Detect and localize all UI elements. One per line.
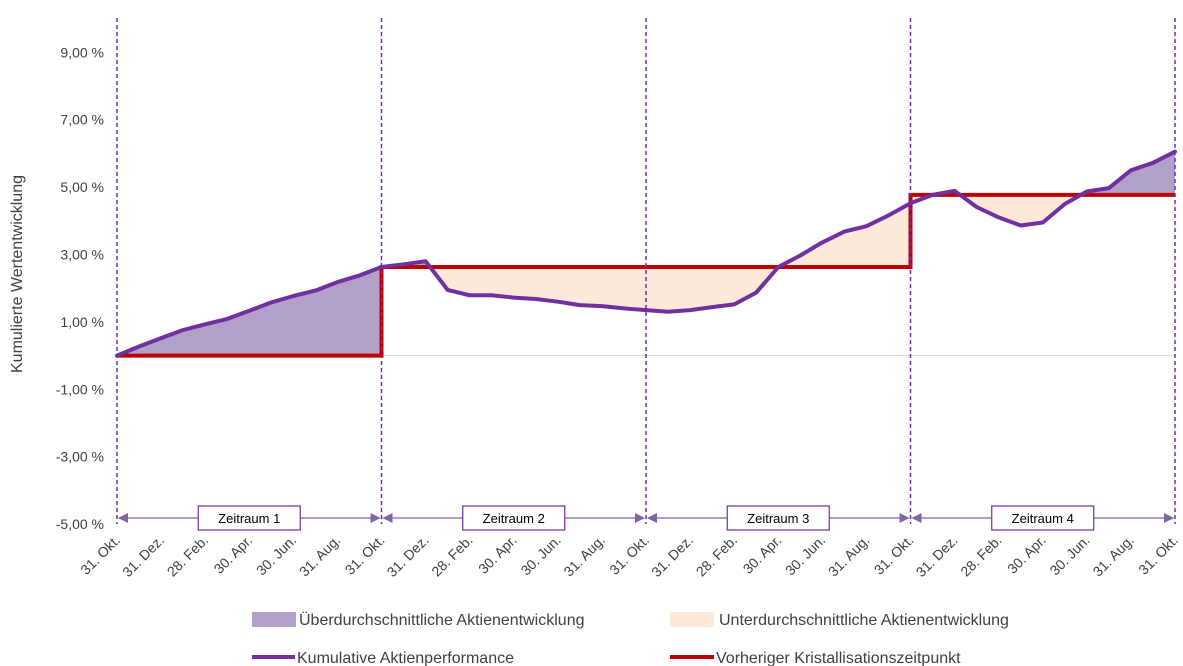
below-average-area [646, 203, 911, 312]
x-tick-label: 28. Feb. [693, 532, 741, 580]
x-tick-label: 31. Aug. [1089, 532, 1137, 580]
legend-swatch-above-average [252, 612, 296, 627]
y-axis-title: Kumulierte Wertentwicklung [9, 175, 26, 373]
x-tick-label: 30. Apr. [1004, 532, 1049, 577]
period-arrowhead-right [370, 513, 381, 523]
y-tick-label: 7,00 % [60, 112, 104, 128]
y-tick-label: 9,00 % [60, 44, 104, 60]
legend-swatch-below-average [670, 612, 714, 627]
below-average-area [430, 267, 646, 311]
x-tick-label: 28. Feb. [164, 532, 212, 580]
period-label-box [462, 505, 566, 531]
x-tick-label: 31. Dez. [913, 532, 961, 580]
tick-layer: -5,00 % -3,00 % -1,00 % 1,00 % 3,00 % 5,00 % 7… [56, 44, 1181, 580]
period-arrowhead-left [118, 513, 128, 523]
x-tick-label: 30. Jun. [782, 532, 829, 579]
x-tick-label: 31. Okt. [871, 532, 917, 578]
y-tick-label: -5,00 % [56, 516, 104, 532]
x-tick-label: 30. Jun. [1046, 532, 1093, 579]
legend-label-below-average: Unterdurchschnittliche Aktienentwicklung [719, 612, 1009, 629]
period-arrowhead-right [899, 513, 910, 523]
x-tick-label: 31. Okt. [77, 532, 123, 578]
x-tick-label: 30. Jun. [517, 532, 564, 579]
legend-label-previous-crystallisation: Vorheriger Kristallisationszeitpunkt [716, 650, 961, 666]
legend-label-cumulative-performance: Kumulative Aktienperformance [297, 650, 514, 666]
x-tick-label: 30. Apr. [210, 532, 255, 577]
x-tick-label: 28. Feb. [957, 532, 1005, 580]
x-tick-label: 31. Dez. [119, 532, 167, 580]
period-label-box [197, 505, 301, 531]
period-arrowhead-right [1164, 513, 1174, 523]
below-average-area [960, 194, 1081, 226]
y-tick-label: -3,00 % [56, 449, 104, 465]
x-tick-label: 28. Feb. [428, 532, 476, 580]
x-tick-label: 31. Dez. [648, 532, 696, 580]
period-arrowhead-left [647, 513, 657, 523]
y-tick-label: 5,00 % [60, 179, 104, 195]
x-tick-label: 31. Aug. [560, 532, 608, 580]
cumulative-performance-line [115, 149, 1177, 358]
legend: Überdurchschnittliche Aktienentwicklung … [252, 611, 1009, 666]
x-tick-label: 31. Aug. [825, 532, 873, 580]
period-layer: Zeitraum 1 Zeitraum 2 Zeitraum 3 Zeitraum 4 [116, 18, 1176, 531]
legend-label-above-average: Überdurchschnittliche Aktienentwicklung [299, 611, 584, 629]
x-tick-label: 31. Aug. [296, 532, 344, 580]
period-label: Zeitraum 2 [483, 511, 545, 526]
y-tick-label: -1,00 % [56, 381, 104, 397]
period-arrowhead-left [382, 513, 393, 523]
x-tick-label: 31. Okt. [1135, 532, 1181, 578]
period-label-box [726, 505, 830, 531]
x-tick-label: 31. Okt. [606, 532, 652, 578]
x-tick-label: 31. Okt. [342, 532, 388, 578]
period-label: Zeitraum 3 [747, 511, 809, 526]
period-arrowhead-right [635, 513, 645, 523]
y-tick-label: 1,00 % [60, 314, 104, 330]
period-label: Zeitraum 1 [218, 511, 280, 526]
x-tick-label: 30. Jun. [253, 532, 300, 579]
period-arrowhead-left [911, 513, 922, 523]
x-tick-label: 31. Dez. [384, 532, 432, 580]
period-label: Zeitraum 4 [1012, 511, 1074, 526]
y-tick-label: 3,00 % [60, 247, 104, 263]
x-tick-label: 30. Apr. [739, 532, 784, 577]
period-label-box [991, 505, 1095, 531]
x-tick-label: 30. Apr. [475, 532, 520, 577]
